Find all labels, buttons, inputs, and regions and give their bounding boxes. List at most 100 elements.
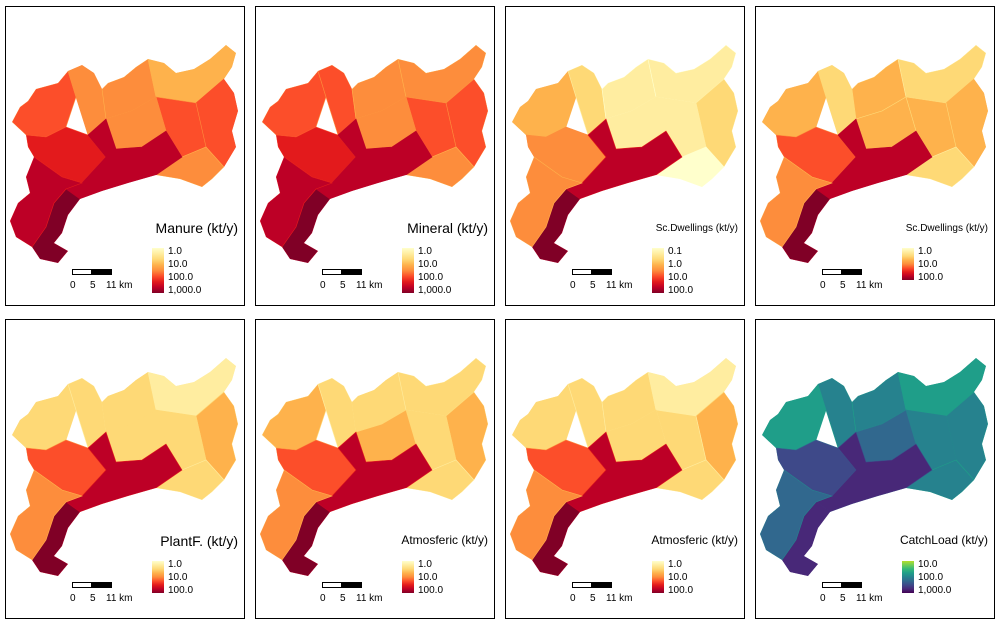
legend-tick-label: 10.0 (418, 259, 438, 270)
scale-bar-segment (822, 582, 842, 588)
scale-bar-segment (322, 582, 342, 588)
subcatchment-region (905, 146, 975, 188)
legend-tick-label: 1.0 (668, 259, 682, 270)
map-panel: Atmosferic (kt/y) 1.0 10.0 100.0 0 5 11 km (255, 319, 495, 619)
scale-bar: 0 5 11 km (556, 269, 646, 299)
scale-bar-label: 11 km (606, 593, 633, 604)
subcatchment-region (260, 156, 333, 248)
scale-bar: 0 5 11 km (306, 582, 396, 612)
catchment-map (760, 45, 988, 263)
scale-bar-label: 0 (320, 280, 326, 291)
scale-bar-label: 11 km (606, 280, 633, 291)
legend-color-ramp (902, 248, 914, 280)
legend-tick-label: 1.0 (418, 559, 432, 570)
catchment-map (260, 358, 488, 576)
legend-color-ramp (902, 561, 914, 593)
scale-bar-label: 11 km (856, 593, 883, 604)
legend-title: CatchLoad (kt/y) (899, 533, 988, 547)
legend-tick-label: 10.0 (418, 572, 438, 583)
scale-bar-label: 5 (590, 280, 596, 291)
legend-tick-label: 100.0 (418, 585, 444, 596)
subcatchment-region (760, 156, 833, 248)
legend-title: Sc.Dwellings (kt/y) (655, 223, 738, 234)
legend-tick-label: 100.0 (418, 272, 444, 283)
map-panel: Manure (kt/y) 1.0 10.0 100.0 1,000.0 0 5 11 km (5, 6, 245, 306)
catchment-map (10, 358, 238, 576)
subcatchment-region (510, 469, 583, 561)
legend-tick-label: 100.0 (168, 585, 194, 596)
legend-title: PlantF. (kt/y) (160, 533, 238, 549)
legend-tick-label: 1,000.0 (418, 285, 452, 296)
scale-bar: 0 5 11 km (806, 269, 896, 299)
legend-tick-label: 1,000.0 (168, 285, 202, 296)
scale-bar-segment (592, 269, 612, 275)
subcatchment-region (905, 459, 975, 501)
legend-tick-label: 1.0 (168, 246, 182, 257)
subcatchment-region (510, 156, 583, 248)
legend-tick-label: 10.0 (668, 272, 688, 283)
scale-bar-label: 0 (320, 593, 326, 604)
catchment-map (510, 358, 738, 576)
legend-tick-label: 10.0 (668, 572, 688, 583)
scale-bar-segment (322, 269, 342, 275)
scale-bar-label: 5 (840, 593, 846, 604)
scale-bar: 0 5 11 km (56, 582, 146, 612)
catchment-map (760, 358, 988, 576)
scale-bar-segment (72, 269, 92, 275)
subcatchment-region (260, 469, 333, 561)
map-panel: Atmosferic (kt/y) 1.0 10.0 100.0 0 5 11 km (505, 319, 745, 619)
scale-bar-segment (572, 269, 592, 275)
scale-bar-label: 5 (840, 280, 846, 291)
scale-bar-label: 0 (70, 593, 76, 604)
scale-bar-segment (842, 269, 862, 275)
scale-bar: 0 5 11 km (56, 269, 146, 299)
scale-bar-segment (842, 582, 862, 588)
legend-tick-label: 100.0 (918, 572, 944, 583)
legend-tick-label: 1.0 (918, 246, 932, 257)
scale-bar-label: 0 (820, 280, 826, 291)
legend-color-ramp (652, 561, 664, 593)
scale-bar-label: 11 km (356, 593, 383, 604)
legend-title: Atmosferic (kt/y) (401, 533, 488, 547)
legend-title: Atmosferic (kt/y) (651, 533, 738, 547)
legend-title: Sc.Dwellings (kt/y) (905, 223, 988, 234)
scale-bar-segment (822, 269, 842, 275)
legend-tick-label: 1.0 (168, 559, 182, 570)
legend-tick-label: 10.0 (918, 559, 938, 570)
legend-tick-label: 100.0 (668, 285, 694, 296)
subcatchment-region (10, 469, 83, 561)
scale-bar-label: 0 (570, 280, 576, 291)
legend-title: Manure (kt/y) (155, 220, 238, 236)
legend-tick-label: 1.0 (418, 246, 432, 257)
scale-bar-segment (72, 582, 92, 588)
scale-bar-segment (592, 582, 612, 588)
legend-color-ramp (152, 561, 164, 593)
catchment-map (260, 45, 488, 263)
legend-tick-label: 10.0 (168, 572, 188, 583)
legend-tick-label: 0.1 (668, 246, 682, 257)
scale-bar-label: 5 (90, 280, 96, 291)
legend-color-ramp (402, 561, 414, 593)
scale-bar-segment (342, 582, 362, 588)
subcatchment-region (655, 459, 725, 501)
scale-bar-label: 11 km (356, 280, 383, 291)
scale-bar-segment (572, 582, 592, 588)
scale-bar-segment (92, 582, 112, 588)
scale-bar: 0 5 11 km (806, 582, 896, 612)
subcatchment-region (760, 469, 833, 561)
scale-bar-label: 5 (90, 593, 96, 604)
scale-bar-label: 0 (820, 593, 826, 604)
legend-tick-label: 1.0 (668, 559, 682, 570)
scale-bar: 0 5 11 km (556, 582, 646, 612)
scale-bar-segment (92, 269, 112, 275)
catchment-map (10, 45, 238, 263)
scale-bar-label: 11 km (856, 280, 883, 291)
scale-bar-label: 5 (340, 593, 346, 604)
map-panel: PlantF. (kt/y) 1.0 10.0 100.0 0 5 11 km (5, 319, 245, 619)
scale-bar-label: 5 (340, 280, 346, 291)
map-panel: CatchLoad (kt/y) 10.0 100.0 1,000.0 0 5 11 km (755, 319, 995, 619)
scale-bar-label: 0 (570, 593, 576, 604)
legend-tick-label: 1,000.0 (918, 585, 952, 596)
scale-bar-segment (342, 269, 362, 275)
map-panel: Sc.Dwellings (kt/y) 1.0 10.0 100.0 0 5 11 km (755, 6, 995, 306)
